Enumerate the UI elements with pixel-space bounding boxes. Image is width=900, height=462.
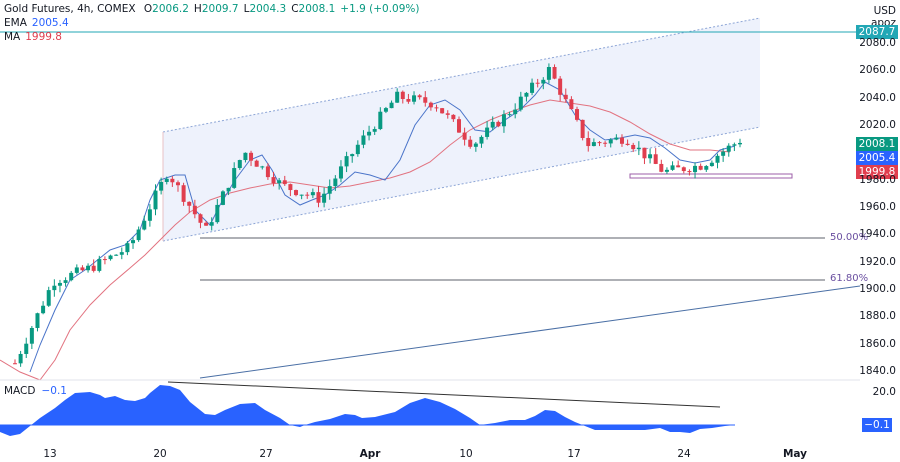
time-tick: 20 [153,448,167,460]
high-value: 2009.7 [201,3,239,15]
time-tick: 27 [259,448,273,460]
close-value: 2008.1 [298,3,336,15]
macd-area [0,385,735,436]
symbol-title[interactable]: Gold Futures, 4h, COMEX [4,3,136,15]
ma-legend[interactable]: MA 1999.8 [4,31,62,43]
tick-1880: 1880.0 [859,310,896,322]
time-tick: 10 [459,448,473,460]
ema-value: 2005.4 [31,17,69,29]
time-tick: 17 [567,448,581,460]
candlesticks [13,63,742,367]
tick-2060: 2060.0 [859,64,896,76]
macd-legend[interactable]: MACD −0.1 [4,385,67,397]
trendline [199,285,861,379]
fib-50-label: 50.00% [830,232,869,243]
tick-2080: 2080.0 [859,37,896,49]
chart-legend: Gold Futures, 4h, COMEX O2006.2 H2009.7 … [4,2,419,44]
tick-1920: 1920.0 [859,256,896,268]
badge-ema: 2005.4 [856,151,898,165]
open-value: 2006.2 [152,3,189,15]
time-tick: May [782,448,808,460]
ma-line [0,99,731,381]
currency-label: USD [873,5,896,17]
macd-value: −0.1 [41,385,67,397]
macd-divergence-line [167,381,721,408]
tick-2040: 2040.0 [859,92,896,104]
time-tick: 13 [43,448,57,460]
tick-1860: 1860.0 [859,338,896,350]
ma-value: 1999.8 [25,31,62,43]
tick-1960: 1960.0 [859,201,896,213]
badge-close: 2008.1 [856,137,898,151]
badge-ma: 1999.8 [856,165,898,179]
low-value: 2004.3 [249,3,287,15]
tick-1940: 1940.0 [859,228,896,240]
tick-1840: 1840.0 [859,365,896,377]
time-tick: 24 [677,448,691,460]
macd-tick-20: 20.0 [872,386,896,398]
change-value: +1.9 (+0.09%) [340,3,420,15]
tick-2020: 2020.0 [859,119,896,131]
support-rectangle [629,173,793,179]
ema-legend[interactable]: EMA 2005.4 [4,17,69,29]
tick-1900: 1900.0 [859,283,896,295]
macd-badge: −0.1 [862,418,892,432]
parallel-channel [163,18,760,241]
tick-1980: 1980.0 [859,174,896,186]
fib-618-label: 61.80% [830,273,869,284]
badge-horizontal-line: 2087.7 [856,25,898,39]
symbol-row: Gold Futures, 4h, COMEX O2006.2 H2009.7 … [4,3,420,15]
ema-line [29,81,736,373]
time-tick: Apr [359,448,381,460]
